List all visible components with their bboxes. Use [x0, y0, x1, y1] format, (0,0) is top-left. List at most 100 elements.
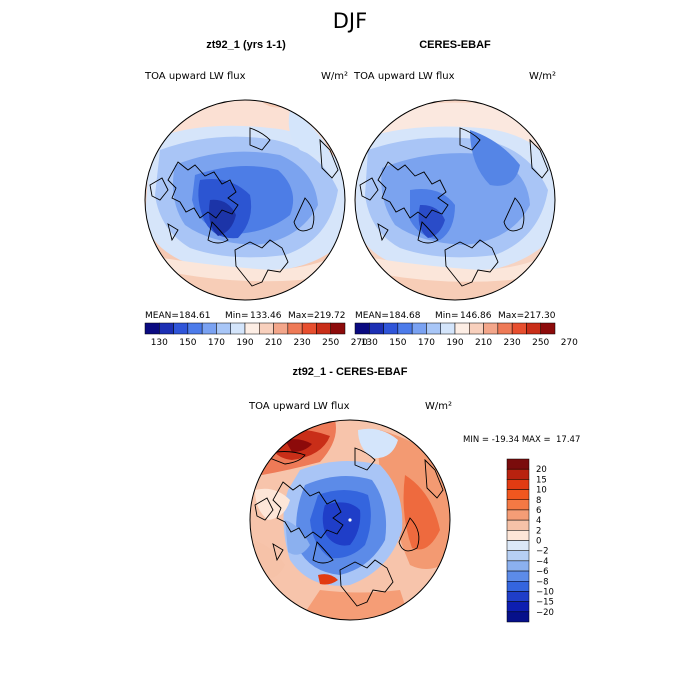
panel-diff-colorbar-swatch: [506, 509, 530, 521]
panel-diff-colorbar-tick-label: −4: [536, 557, 549, 567]
panel-model-colorbar-swatch: [287, 322, 303, 335]
panel-obs-colorbar-tick-label: 170: [418, 338, 435, 348]
panel-diff-colorbar-swatch: [506, 570, 530, 582]
panel-diff-colorbar-swatch: [506, 458, 530, 470]
panel-obs-colorbar-swatch: [511, 322, 527, 335]
panel-obs-colorbar-swatch: [426, 322, 441, 335]
panel-model-colorbar-swatch: [259, 322, 274, 335]
panel-diff-colorbar-tick-label: 0: [536, 537, 541, 547]
panel-obs-map-outline: [354, 99, 556, 301]
panel-diff-map-outline: [249, 419, 451, 621]
panel-diff-units: W/m²: [425, 401, 452, 412]
panel-model-mean: 184.61: [179, 311, 211, 321]
panel-obs-colorbar-swatch: [397, 322, 413, 335]
panel-obs-title: CERES-EBAF: [419, 39, 491, 51]
panel-obs-colorbar-tick-label: 210: [475, 338, 492, 348]
panel-obs-colorbar-tick-label: 190: [446, 338, 463, 348]
panel-model-max: 219.72: [314, 311, 346, 321]
panel-model-colorbar-swatch: [173, 322, 189, 335]
panel-model-colorbar-swatch: [216, 322, 231, 335]
panel-diff: zt92_1 - CERES-EBAF TOA upward LW flux W…: [248, 366, 580, 623]
panel-diff-colorbar-swatch: [506, 499, 530, 511]
panel-diff-colorbar-swatch: [506, 468, 530, 480]
panel-model-colorbar-tick-label: 250: [322, 338, 339, 348]
panel-obs-colorbar-swatch: [540, 322, 556, 335]
panel-diff-colorbar-tick-label: 20: [536, 465, 547, 475]
figure-title: DJF: [333, 9, 367, 33]
panel-model-colorbar-swatch: [230, 322, 246, 335]
panel-diff-colorbar-tick-label: 4: [536, 516, 541, 526]
panel-obs-colorbar-swatch: [354, 322, 370, 335]
panel-diff-colorbar-swatch: [506, 611, 530, 623]
panel-model-colorbar-tick-label: 190: [236, 338, 253, 348]
panel-obs-colorbar-swatch: [483, 322, 499, 335]
panel-obs-variable: TOA upward LW flux: [353, 71, 455, 82]
panel-obs-colorbar-swatch: [369, 322, 384, 335]
panel-diff-colorbar-tick-label: −2: [536, 547, 549, 557]
panel-obs-colorbar-swatch: [440, 322, 456, 335]
panel-diff-colorbar-swatch: [506, 550, 530, 562]
panel-model-map-outline: [144, 99, 346, 301]
panel-diff-colorbar-tick-label: 2: [536, 526, 541, 536]
panel-diff-title: zt92_1 - CERES-EBAF: [293, 366, 408, 378]
panel-model-min: 133.46: [250, 311, 282, 321]
panel-diff-colorbar-tick-label: −15: [536, 598, 554, 608]
panel-diff-variable: TOA upward LW flux: [248, 401, 350, 412]
panel-obs-colorbar-swatch: [454, 322, 470, 335]
panel-obs-colorbar-swatch: [411, 322, 427, 335]
panel-obs-mean: 184.68: [389, 311, 421, 321]
panel-model-colorbar-swatch: [144, 322, 160, 335]
panel-obs-map: [355, 100, 555, 300]
panel-diff-colorbar-tick-label: 10: [536, 486, 547, 496]
panel-model-title: zt92_1 (yrs 1-1): [206, 39, 286, 51]
panel-model-colorbar-tick-label: 210: [265, 338, 282, 348]
panel-diff-colorbar-swatch: [506, 581, 530, 592]
panel-obs-colorbar-tick-label: 270: [561, 338, 578, 348]
panel-obs-colorbar-swatch: [469, 322, 484, 335]
panel-model-colorbar-swatch: [316, 322, 331, 335]
panel-diff-colorbar-tick-label: 15: [536, 475, 547, 485]
panel-model-colorbar-swatch: [244, 322, 260, 335]
panel-model-max-label: Max=: [288, 311, 314, 321]
panel-diff-colorbar-tick-label: −6: [536, 567, 549, 577]
panel-model-colorbar: 130 150 170 190 210 230 250 270: [144, 322, 368, 348]
panel-obs-units: W/m²: [529, 71, 556, 82]
panel-model: zt92_1 (yrs 1-1) TOA upward LW flux W/m²: [144, 39, 368, 348]
panel-model-colorbar-tick-label: 230: [294, 338, 311, 348]
panel-model-colorbar-swatch: [301, 322, 317, 335]
panel-obs: CERES-EBAF TOA upward LW flux W/m²: [353, 39, 578, 348]
panel-obs-colorbar-tick-label: 150: [389, 338, 406, 348]
panel-model-colorbar-tick-label: 270: [351, 338, 368, 348]
panel-obs-min-label: Min=: [435, 311, 459, 321]
panel-obs-colorbar-swatch: [383, 322, 399, 335]
panel-model-min-label: Min=: [225, 311, 249, 321]
panel-diff-colorbar-swatch: [506, 519, 530, 531]
panel-model-map: [145, 100, 345, 300]
panel-obs-max-label: Max=: [498, 311, 524, 321]
panel-obs-colorbar-tick-label: 250: [532, 338, 549, 348]
panel-model-colorbar-swatch: [201, 322, 217, 335]
panel-obs-max: 217.30: [524, 311, 556, 321]
panel-diff-colorbar-swatch: [506, 479, 530, 490]
panel-obs-colorbar: 130 150 170 190 210 230 250 270: [354, 322, 578, 348]
panel-obs-colorbar-swatch: [497, 322, 513, 335]
panel-model-colorbar-tick-label: 150: [179, 338, 196, 348]
panel-model-colorbar-tick-label: 170: [208, 338, 225, 348]
panel-obs-min: 146.86: [460, 311, 492, 321]
panel-diff-colorbar-tick-label: 6: [536, 506, 541, 516]
panel-diff-colorbar-swatch: [506, 601, 530, 613]
panel-diff-colorbar-swatch: [506, 530, 530, 541]
panel-diff-colorbar-tick-label: −8: [536, 577, 549, 587]
panel-diff-minmax: MIN = -19.34 MAX = 17.47: [463, 435, 580, 445]
panel-model-mean-label: MEAN=: [145, 311, 179, 321]
panel-obs-colorbar-swatch: [526, 322, 541, 335]
panel-diff-map: [250, 420, 450, 620]
panel-model-colorbar-swatch: [187, 322, 203, 335]
panel-diff-colorbar-swatch: [506, 489, 530, 500]
panel-model-variable: TOA upward LW flux: [144, 71, 246, 82]
panel-obs-mean-label: MEAN=: [355, 311, 389, 321]
panel-diff-colorbar-tick-label: −20: [536, 608, 554, 618]
panel-model-colorbar-swatch: [330, 322, 346, 335]
